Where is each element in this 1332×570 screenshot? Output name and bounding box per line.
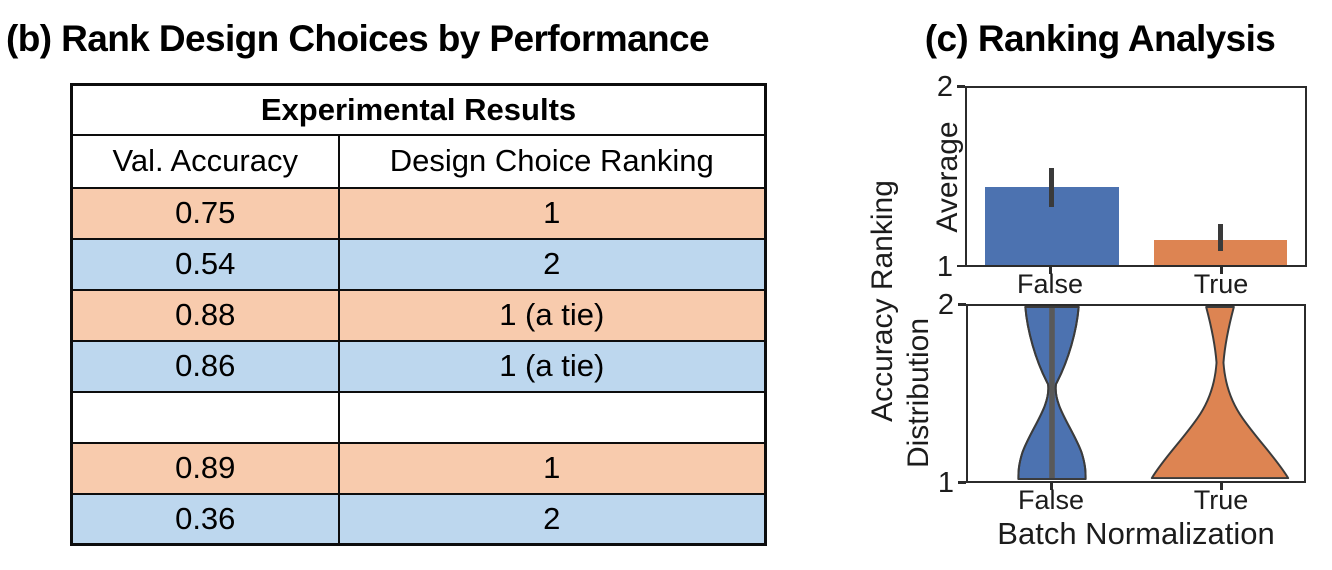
violin-true [1150, 306, 1290, 480]
table-row: 0.36 2 [70, 492, 767, 546]
cell-ranking: 2 [337, 237, 767, 291]
table-row: 0.86 1 (a tie) [70, 339, 767, 393]
table-row-empty [70, 390, 767, 444]
cell-val-accuracy [70, 390, 340, 444]
cell-ranking [337, 390, 767, 444]
table-row: 0.89 1 [70, 441, 767, 495]
cell-val-accuracy: 0.36 [70, 492, 340, 546]
cell-val-accuracy: 0.89 [70, 441, 340, 495]
bar-xtick-label-false: False [1016, 269, 1084, 299]
cell-val-accuracy: 0.86 [70, 339, 340, 393]
bar-ytick-mark-1 [957, 264, 965, 267]
violin-xtick-label-true: True [1193, 485, 1249, 515]
bar-xtick-mark-true [1220, 267, 1223, 274]
violin-ytick-mark-1 [958, 481, 966, 484]
ylabel-average: Average [931, 121, 964, 233]
cell-ranking: 1 [337, 441, 767, 495]
bar-ytick-mark-2 [957, 85, 965, 88]
violin-ytick-label-2: 2 [937, 289, 954, 321]
panel-c-title: (c) Ranking Analysis [924, 18, 1276, 59]
cell-val-accuracy: 0.75 [70, 186, 340, 240]
table-column-header-row: Val. Accuracy Design Choice Ranking [70, 133, 767, 189]
table-row: 0.88 1 (a tie) [70, 288, 767, 342]
bar-chart-plot-area [965, 86, 1307, 267]
table-title: Experimental Results [70, 83, 767, 136]
cell-val-accuracy: 0.54 [70, 237, 340, 291]
bar-ytick-label-2: 2 [936, 71, 953, 103]
cell-ranking: 1 (a tie) [337, 288, 767, 342]
violin-xtick-mark-false [1050, 483, 1053, 490]
cell-ranking: 1 [337, 186, 767, 240]
violin-chart-plot-area [966, 304, 1306, 483]
ylabel-distribution: Distribution [902, 317, 935, 469]
xlabel-batch-normalization: Batch Normalization [997, 516, 1275, 551]
violin-svg [1017, 306, 1290, 481]
panel-b-title: (b) Rank Design Choices by Performance [6, 18, 710, 59]
bar-xtick-label-true: True [1193, 269, 1249, 299]
table-row: 0.54 2 [70, 237, 767, 291]
table-row: 0.75 1 [70, 186, 767, 240]
cell-ranking: 1 (a tie) [337, 339, 767, 393]
violin-xtick-label-false: False [1017, 485, 1085, 515]
cell-ranking: 2 [337, 492, 767, 546]
cell-val-accuracy: 0.88 [70, 288, 340, 342]
column-header-val-accuracy: Val. Accuracy [70, 133, 340, 189]
column-header-ranking: Design Choice Ranking [337, 133, 767, 189]
violin-false-inner-bar [1049, 307, 1055, 479]
bar-ytick-label-1: 1 [936, 251, 953, 283]
violin-ytick-label-1: 1 [937, 467, 954, 499]
violin-ytick-mark-2 [958, 303, 966, 306]
table-title-row: Experimental Results [70, 83, 767, 136]
results-table: Experimental Results Val. Accuracy Desig… [70, 83, 767, 546]
errorbar-false [1049, 167, 1055, 207]
violin-xtick-mark-true [1220, 483, 1223, 490]
violin-false-outline [1017, 306, 1087, 481]
shared-ylabel-accuracy-ranking: Accuracy Ranking [866, 180, 899, 422]
bar-xtick-mark-false [1049, 267, 1052, 274]
errorbar-true [1217, 224, 1223, 251]
